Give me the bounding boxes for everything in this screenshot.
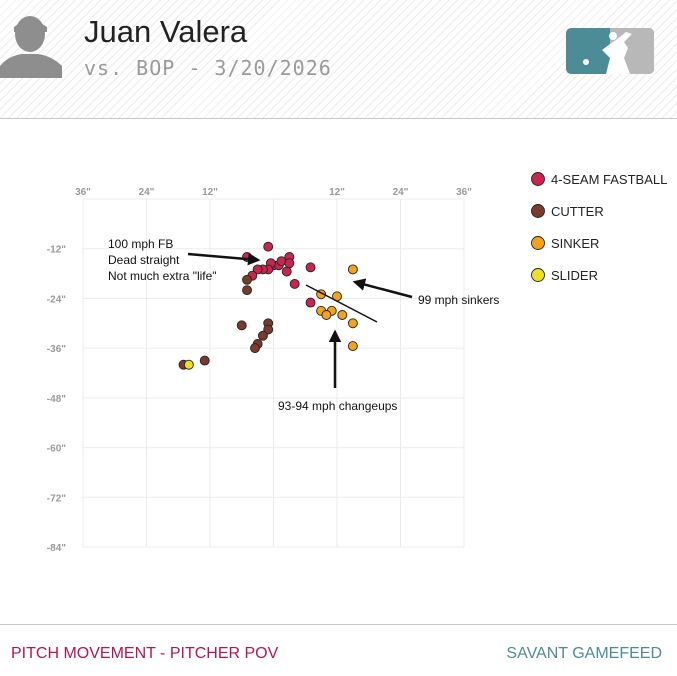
pitch-movement-chart: 36" 24" 12" 12" 24" 36" -12" -24" -36" -48" -60" -7… bbox=[47, 172, 668, 554]
annotation-text: Dead straight bbox=[108, 253, 180, 267]
annotation-arrow bbox=[187, 252, 261, 266]
y-tick-label: -84" bbox=[47, 543, 66, 554]
data-point bbox=[321, 310, 332, 320]
data-point bbox=[257, 330, 268, 341]
data-point bbox=[347, 264, 358, 275]
x-tick-label: 12" bbox=[202, 187, 218, 198]
legend-marker bbox=[531, 268, 545, 282]
data-point bbox=[305, 262, 316, 273]
data-point bbox=[347, 341, 358, 352]
x-tick-label: 24" bbox=[393, 187, 409, 198]
x-tick-label: 36" bbox=[75, 187, 91, 198]
data-point bbox=[305, 297, 316, 308]
data-point bbox=[250, 343, 260, 354]
legend-marker bbox=[531, 172, 545, 186]
footer: PITCH MOVEMENT - PITCHER POV SAVANT GAME… bbox=[0, 624, 677, 676]
x-tick-label: 36" bbox=[456, 187, 472, 198]
header: Juan Valera vs. BOP - 3/20/2026 bbox=[0, 0, 677, 119]
data-point bbox=[199, 355, 210, 366]
legend-label: SINKER bbox=[551, 236, 599, 251]
annotation-arrow bbox=[352, 278, 413, 299]
divider-line bbox=[305, 284, 378, 323]
y-tick-label: -36" bbox=[47, 344, 66, 355]
source-label: SAVANT GAMEFEED bbox=[506, 645, 662, 662]
data-point bbox=[242, 285, 252, 296]
data-point bbox=[263, 241, 274, 252]
y-tick-label: -72" bbox=[47, 493, 66, 504]
player-silhouette-icon bbox=[0, 16, 62, 78]
annotation-text: 99 mph sinkers bbox=[418, 293, 499, 307]
data-point bbox=[183, 359, 194, 370]
y-tick-label: -60" bbox=[47, 444, 66, 455]
data-point bbox=[284, 258, 295, 269]
data-point bbox=[236, 320, 247, 331]
data-point bbox=[337, 310, 348, 320]
legend-marker bbox=[531, 236, 545, 250]
chart-title: PITCH MOVEMENT - PITCHER POV bbox=[11, 645, 279, 662]
data-point bbox=[347, 318, 358, 329]
mlb-logo-icon bbox=[566, 28, 654, 74]
y-tick-label: -48" bbox=[47, 394, 66, 405]
legend-label: SLIDER bbox=[551, 268, 598, 283]
legend-label: CUTTER bbox=[551, 204, 604, 219]
y-tick-label: -24" bbox=[47, 294, 66, 305]
data-point bbox=[281, 266, 292, 277]
data-point bbox=[263, 324, 274, 335]
player-name: Juan Valera bbox=[84, 14, 248, 49]
game-line: vs. BOP - 3/20/2026 bbox=[84, 56, 332, 80]
annotation-text: Not much extra "life" bbox=[108, 269, 217, 283]
x-tick-label: 24" bbox=[139, 187, 155, 198]
legend-marker bbox=[531, 204, 545, 218]
annotation-text: 93-94 mph changeups bbox=[278, 399, 397, 413]
data-point bbox=[242, 274, 252, 285]
y-tick-label: -12" bbox=[47, 245, 66, 256]
legend-label: 4-SEAM FASTBALL bbox=[551, 172, 667, 187]
x-tick-label: 12" bbox=[329, 187, 345, 198]
data-point bbox=[289, 278, 300, 289]
annotation-text: 100 mph FB bbox=[108, 237, 173, 251]
